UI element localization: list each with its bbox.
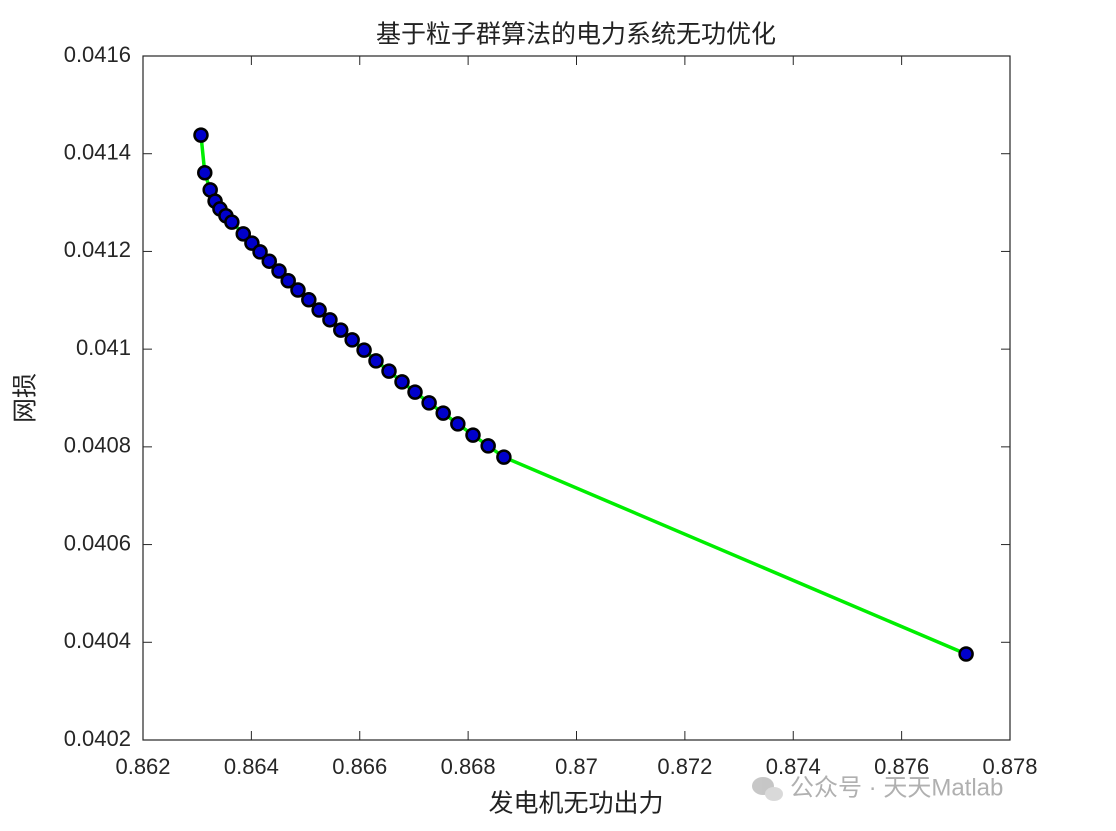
x-tick-label: 0.87	[555, 754, 598, 779]
x-tick-label: 0.874	[766, 754, 821, 779]
y-tick-label: 0.041	[76, 335, 131, 360]
marker	[421, 395, 437, 411]
marker	[271, 263, 287, 279]
x-tick-label: 0.878	[982, 754, 1037, 779]
marker	[480, 438, 496, 454]
x-tick-label: 0.876	[874, 754, 929, 779]
y-tick-label: 0.0404	[64, 628, 131, 653]
marker	[381, 363, 397, 379]
marker	[193, 127, 209, 143]
y-axis-label: 网损	[11, 373, 40, 423]
x-tick-label: 0.868	[441, 754, 496, 779]
y-tick-label: 0.0406	[64, 530, 131, 555]
marker	[224, 214, 240, 230]
marker	[496, 449, 512, 465]
x-tick-label: 0.866	[332, 754, 387, 779]
marker	[368, 353, 384, 369]
x-tick-label: 0.862	[115, 754, 170, 779]
marker	[311, 302, 327, 318]
marker	[252, 244, 268, 260]
x-tick-label: 0.872	[657, 754, 712, 779]
y-tick-label: 0.0402	[64, 726, 131, 751]
chart-title: 基于粒子群算法的电力系统无功优化	[376, 20, 776, 49]
marker	[958, 646, 974, 662]
marker	[301, 292, 317, 308]
marker	[261, 253, 278, 269]
y-tick-label: 0.0414	[64, 140, 131, 165]
x-tick-label: 0.864	[224, 754, 279, 779]
y-tick-label: 0.0408	[64, 433, 131, 458]
y-tick-label: 0.0412	[64, 237, 131, 262]
watermark: 公众号 · 天天Matlab	[790, 774, 1003, 801]
plot-area	[142, 55, 1011, 741]
x-axis-label: 发电机无功出力	[488, 789, 663, 818]
marker	[407, 384, 423, 400]
marker	[435, 405, 451, 421]
marker	[356, 342, 372, 358]
marker	[450, 416, 466, 432]
marker	[333, 322, 349, 338]
marker	[235, 226, 251, 242]
marker	[290, 282, 306, 298]
marker	[280, 272, 296, 289]
watermark-icon	[752, 777, 783, 801]
marker	[344, 332, 360, 348]
marker	[322, 312, 338, 328]
y-tick-label: 0.0416	[64, 42, 131, 67]
marker	[394, 374, 410, 390]
marker	[197, 165, 213, 181]
marker	[465, 427, 481, 443]
